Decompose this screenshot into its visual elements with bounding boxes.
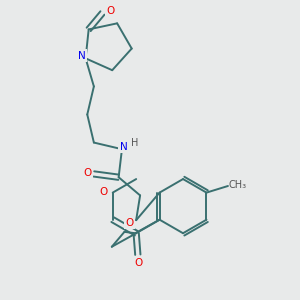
Text: O: O [99, 187, 108, 197]
Text: O: O [106, 6, 115, 16]
Text: N: N [120, 142, 128, 152]
Text: O: O [134, 258, 142, 268]
Text: N: N [78, 51, 86, 61]
Text: O: O [125, 218, 134, 228]
Text: H: H [131, 138, 139, 148]
Text: O: O [83, 168, 92, 178]
Text: CH₃: CH₃ [228, 180, 246, 190]
